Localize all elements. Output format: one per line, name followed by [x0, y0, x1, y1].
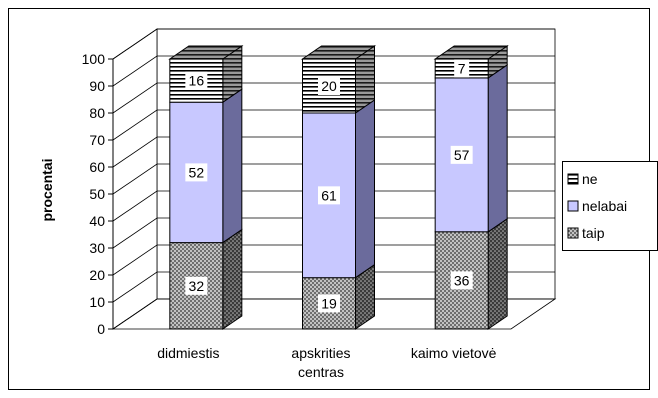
- labels-group: 32 52 16 didmiestis 19 61 20 apskrities centras 3…: [157, 59, 497, 380]
- gridline: [112, 163, 555, 195]
- data-label-bg: [450, 145, 473, 164]
- gridline: [112, 271, 555, 303]
- bar-segment: [169, 58, 224, 103]
- gridline: [112, 298, 555, 330]
- bar-top: [168, 45, 244, 60]
- data-label-bg: [185, 163, 208, 182]
- x-tick-label: kaimo vietovė: [411, 345, 497, 361]
- legend: ne nelabai taip: [562, 161, 658, 251]
- y-tick-label: 100: [82, 51, 106, 67]
- y-tick-label: 80: [89, 105, 105, 121]
- gridline: [112, 55, 555, 87]
- legend-label: ne: [582, 171, 598, 187]
- bar-top: [433, 45, 509, 60]
- bar-side: [487, 63, 508, 233]
- data-label: 7: [458, 60, 466, 76]
- data-label: 61: [321, 187, 337, 203]
- data-label-bg: [454, 59, 470, 78]
- data-label-bg: [318, 186, 340, 205]
- legend-swatch: [567, 200, 579, 212]
- y-tick-label: 50: [89, 186, 105, 202]
- data-label: 52: [189, 164, 205, 180]
- data-label: 16: [189, 73, 205, 89]
- data-label-bg: [185, 276, 208, 295]
- bar-side: [355, 99, 375, 279]
- y-tick-label: 30: [89, 240, 105, 256]
- legend-label: nelabai: [582, 198, 627, 214]
- data-label-bg: [318, 294, 340, 313]
- legend-label: taip: [582, 225, 605, 241]
- data-label-bg: [318, 77, 340, 95]
- gridline: [112, 136, 555, 168]
- bar-side: [487, 217, 508, 330]
- y-tick-label: 60: [89, 159, 105, 175]
- gridline: [112, 28, 555, 60]
- y-tick-label: 40: [89, 213, 105, 229]
- gridline: [112, 82, 555, 114]
- data-label: 19: [321, 295, 337, 311]
- legend-swatch: [567, 173, 579, 185]
- data-label: 20: [321, 78, 337, 94]
- legend-swatch: [567, 227, 579, 239]
- data-label-bg: [185, 71, 208, 90]
- y-tick-label: 0: [97, 321, 105, 337]
- bar-top: [300, 45, 377, 60]
- y-axis-title: procentai: [39, 158, 55, 221]
- bars-group: [168, 45, 509, 330]
- y-tick-label: 20: [89, 267, 105, 283]
- bar-side: [222, 228, 243, 330]
- gridline: [112, 244, 555, 276]
- y-tick-label: 70: [89, 132, 105, 148]
- bar-side: [222, 88, 243, 244]
- x-tick-label: didmiestis: [157, 345, 219, 361]
- data-label: 32: [189, 278, 205, 294]
- y-tick-label: 90: [89, 78, 105, 94]
- data-label-bg: [450, 271, 473, 290]
- y-tick-label: 10: [89, 294, 105, 310]
- gridline: [112, 109, 555, 141]
- x-tick-label: apskrities: [291, 345, 350, 361]
- data-label: 57: [454, 147, 470, 163]
- x-tick-label: centras: [298, 364, 344, 380]
- gridline: [112, 190, 555, 222]
- gridline: [112, 217, 555, 249]
- data-label: 36: [454, 272, 470, 288]
